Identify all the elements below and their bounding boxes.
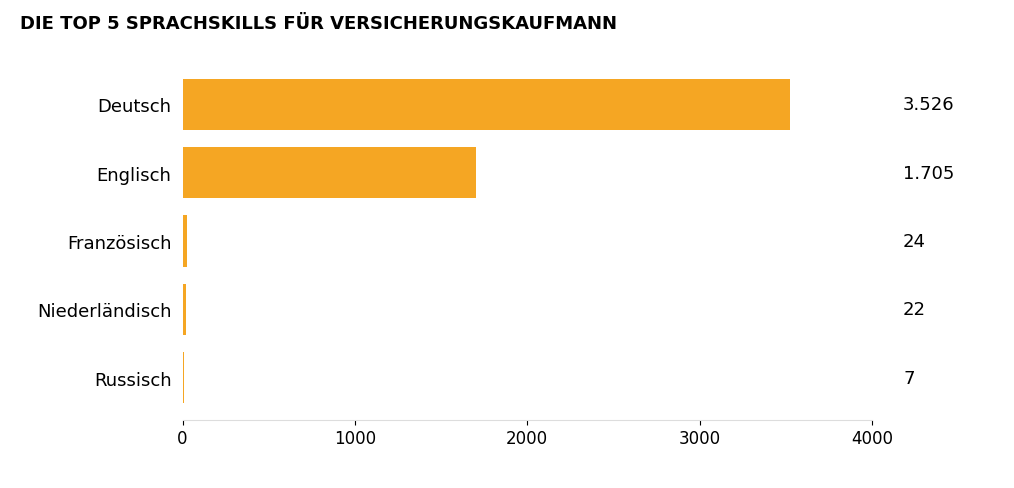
Bar — [183, 216, 187, 267]
Bar — [183, 284, 187, 335]
Text: 24: 24 — [903, 233, 926, 250]
Text: 3.526: 3.526 — [903, 96, 955, 114]
Bar — [183, 80, 790, 131]
Text: 22: 22 — [903, 301, 926, 319]
Text: 7: 7 — [903, 369, 915, 387]
Bar — [183, 148, 477, 199]
Bar — [183, 352, 184, 404]
Text: 1.705: 1.705 — [903, 164, 954, 183]
Text: DIE TOP 5 SPRACHSKILLS FÜR VERSICHERUNGSKAUFMANN: DIE TOP 5 SPRACHSKILLS FÜR VERSICHERUNGS… — [20, 15, 618, 33]
